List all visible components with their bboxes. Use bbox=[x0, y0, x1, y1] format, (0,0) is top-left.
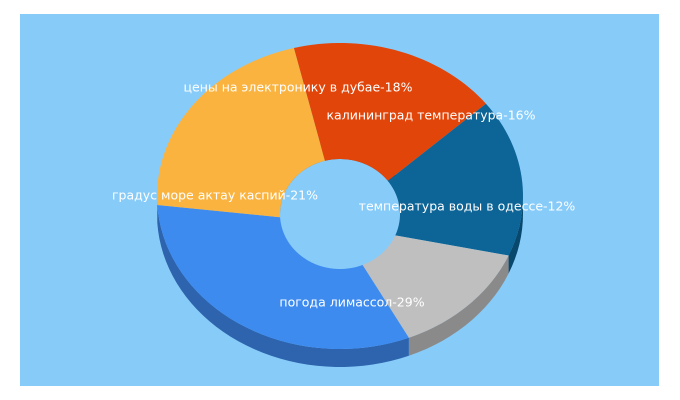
slice-2[interactable] bbox=[362, 235, 509, 338]
slice-label-1: калининград температура-16% bbox=[327, 108, 536, 123]
slice-1[interactable] bbox=[387, 103, 523, 256]
slice-side-3 bbox=[157, 204, 409, 367]
slice-0[interactable] bbox=[293, 43, 486, 181]
slice-side-1 bbox=[508, 196, 523, 274]
slice-3[interactable] bbox=[157, 204, 409, 349]
slice-label-2: температура воды в одессе-12% bbox=[359, 199, 576, 214]
slice-4[interactable] bbox=[157, 47, 325, 218]
donut-hole bbox=[280, 159, 400, 269]
slice-side-2 bbox=[408, 255, 509, 356]
slice-label-0: цены на электронику в дубае-18% bbox=[184, 80, 413, 95]
slice-label-4: градус море актау каспий-21% bbox=[112, 188, 318, 203]
slice-label-3: погода лимассол-29% bbox=[279, 295, 424, 310]
